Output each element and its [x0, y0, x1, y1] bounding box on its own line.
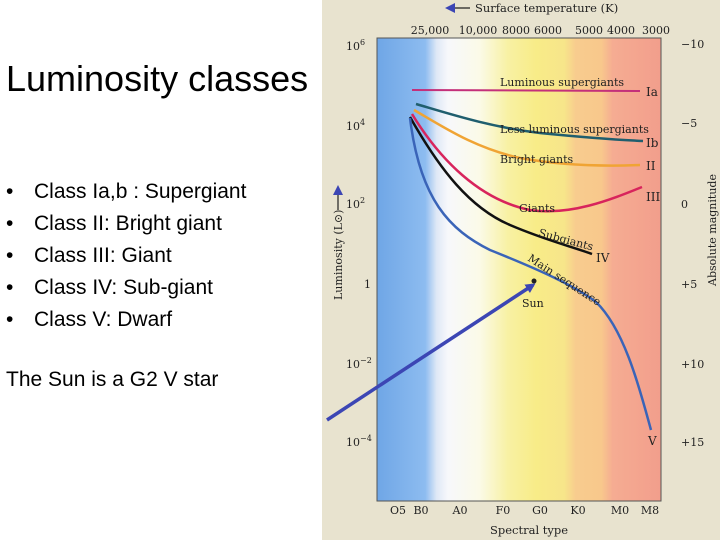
svg-text:106: 106 [346, 38, 365, 53]
svg-text:1: 1 [364, 278, 371, 291]
left-tick: 106 [346, 38, 365, 53]
spectral-color-bands [377, 38, 661, 501]
svg-text:102: 102 [346, 196, 365, 211]
svg-text:10−4: 10−4 [346, 434, 372, 449]
bullet-dot: • [6, 180, 14, 203]
list-item: • Class V: Dwarf [6, 304, 246, 336]
right-tick: +5 [681, 278, 697, 291]
list-item: • Class III: Giant [6, 240, 246, 272]
top-tick: 4000 [607, 24, 635, 37]
class-label: II [646, 159, 656, 173]
bottom-tick: A0 [452, 504, 468, 517]
bright-giants-curve [413, 108, 641, 167]
left-tick: 10−2 [346, 356, 372, 371]
right-tick: +15 [681, 436, 704, 449]
curve-label: Bright giants [500, 153, 574, 166]
bullet-dot: • [6, 244, 14, 267]
bottom-tick: F0 [496, 504, 511, 517]
curve-label: Luminous supergiants [500, 76, 624, 89]
left-tick: 102 [346, 196, 365, 211]
curve-label: Less luminous supergiants [500, 123, 649, 136]
top-tick: 5000 [575, 24, 603, 37]
class-label: IV [596, 251, 610, 265]
subgiants-curve [408, 116, 593, 256]
svg-text:10−2: 10−2 [346, 356, 372, 371]
curve-label: Sun [522, 297, 544, 310]
bullet-text: Class V: Dwarf [34, 308, 173, 331]
top-axis-title: Surface temperature (K) [475, 1, 618, 15]
bottom-tick: M0 [611, 504, 629, 517]
right-tick: 0 [681, 198, 688, 211]
giants-curve [410, 113, 643, 213]
left-tick: 10−4 [346, 434, 372, 449]
sun-class-note: The Sun is a G2 V star [6, 368, 219, 391]
class-label: Ib [646, 136, 659, 150]
less-luminous-supergiants-curve [415, 102, 644, 143]
bottom-tick: M8 [641, 504, 659, 517]
bullet-text: Class Ia,b : Supergiant [34, 180, 247, 203]
top-tick: 10,000 [459, 24, 498, 37]
right-tick: +10 [681, 358, 704, 371]
left-tick: 104 [346, 118, 365, 133]
slide-title: Luminosity classes [6, 58, 309, 99]
plot-frame [376, 37, 662, 502]
curve-label: Giants [519, 202, 555, 215]
svg-text:104: 104 [346, 118, 365, 133]
bullet-text: Class IV: Sub-giant [34, 276, 213, 299]
bullet-dot: • [6, 276, 14, 299]
sun-pointer-arrow [326, 283, 536, 422]
bottom-tick: O5 [390, 504, 406, 517]
right-tick: −5 [681, 117, 697, 130]
main-sequence-curve [408, 117, 653, 431]
sun-marker [531, 278, 537, 284]
list-item: • Class Ia,b : Supergiant [6, 176, 246, 208]
luminous-supergiants-curve [411, 89, 641, 92]
class-label: V [647, 434, 657, 448]
list-item: • Class II: Bright giant [6, 208, 246, 240]
left-axis-title: Luminosity (L⊙) [332, 210, 345, 300]
luminosity-class-list: • Class Ia,b : Supergiant • Class II: Brig… [6, 176, 246, 336]
bullet-text: Class III: Giant [34, 244, 172, 267]
top-tick: 8000 [502, 24, 530, 37]
class-label: Ia [646, 85, 658, 99]
bottom-tick: K0 [570, 504, 585, 517]
right-axis-title: Absolute magnitude [706, 174, 719, 287]
top-tick: 3000 [642, 24, 670, 37]
class-label: III [646, 190, 660, 204]
top-tick: 25,000 [411, 24, 450, 37]
list-item: • Class IV: Sub-giant [6, 272, 246, 304]
right-tick: −10 [681, 38, 704, 51]
bottom-axis-title: Spectral type [490, 523, 568, 537]
bullet-text: Class II: Bright giant [34, 212, 222, 235]
bullet-dot: • [6, 212, 14, 235]
bottom-tick: G0 [532, 504, 548, 517]
bullet-dot: • [6, 308, 14, 331]
bottom-tick: B0 [413, 504, 428, 517]
top-tick: 6000 [534, 24, 562, 37]
left-tick: 1 [364, 278, 371, 291]
